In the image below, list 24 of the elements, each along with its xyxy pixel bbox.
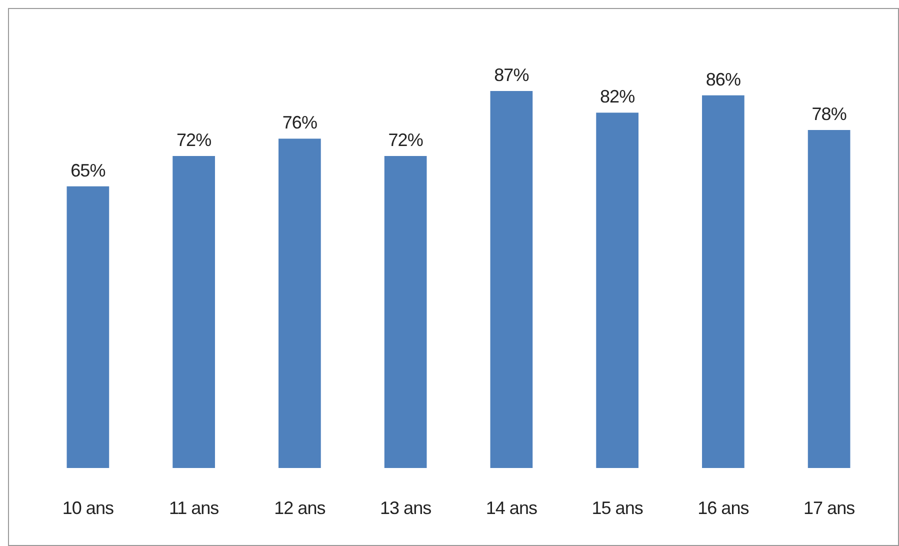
data-label: 78% [812,104,847,124]
bar [808,130,850,468]
x-tick-label: 14 ans [486,498,538,518]
x-tick-label: 11 ans [168,498,220,518]
x-tick-label: 10 ans [62,498,114,518]
data-label: 72% [388,130,424,150]
bar [172,156,215,468]
bar [66,186,110,468]
data-label: 72% [176,130,212,150]
bar [596,112,638,468]
bar [384,156,427,468]
x-tick-label: 12 ans [274,498,326,518]
x-tick-label: 13 ans [380,498,432,518]
x-tick-label: 16 ans [698,498,750,518]
bar [702,95,744,468]
data-label: 76% [282,112,318,133]
bar [490,91,533,468]
data-label: 65% [70,160,106,180]
x-tick-label: 17 ans [804,498,856,518]
data-label: 86% [706,69,741,90]
x-tick-label: 15 ans [592,498,644,518]
bar [278,138,321,468]
data-label: 82% [600,86,636,107]
data-label: 87% [494,65,530,85]
